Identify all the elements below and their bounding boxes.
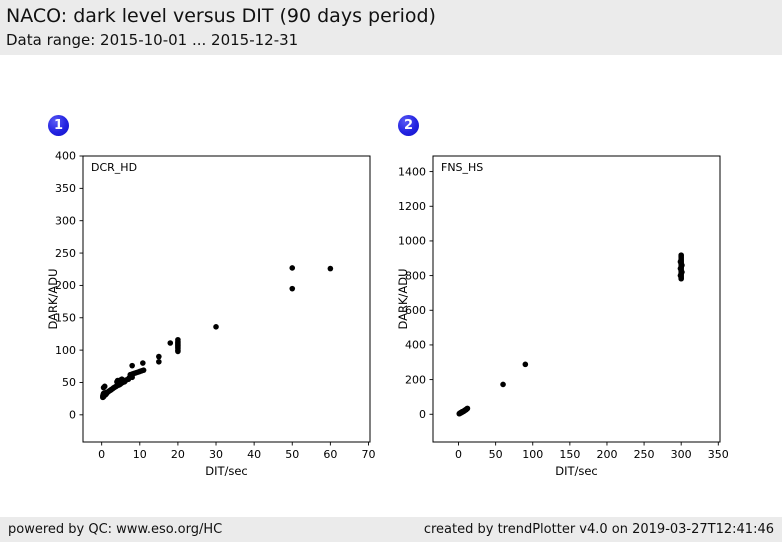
y-axis-label: DARK/ADU xyxy=(396,268,410,329)
y-tick-label: 1400 xyxy=(398,165,426,178)
x-tick-label: 30 xyxy=(209,448,223,461)
y-tick-label: 0 xyxy=(419,408,426,421)
data-point xyxy=(129,362,135,369)
y-tick-label: 1200 xyxy=(398,200,426,213)
data-point xyxy=(679,269,685,275)
plot-panel-dcr-hd: 1 0 10 20 30 40 50 60 70 0 50 100 150 200 250 300 350 40… xyxy=(40,108,382,488)
plot-inset-title: DCR_HD xyxy=(91,161,137,174)
x-tick-label: 200 xyxy=(596,448,617,461)
x-tick-label: 100 xyxy=(522,448,543,461)
x-tick-label: 0 xyxy=(455,448,462,461)
x-tick-label: 250 xyxy=(634,448,655,461)
y-tick-label: 300 xyxy=(55,214,76,227)
data-point xyxy=(140,367,147,373)
y-tick-label: 1000 xyxy=(398,235,426,248)
plot-frame xyxy=(432,155,721,443)
y-tick-label: 150 xyxy=(55,311,76,324)
data-point xyxy=(140,360,146,366)
x-tick-label: 20 xyxy=(171,448,185,461)
plot-frame xyxy=(82,155,371,443)
data-point xyxy=(167,340,174,346)
plot-2-anchor-badge[interactable]: 2 xyxy=(398,115,419,136)
y-tick-label: 200 xyxy=(405,373,426,386)
scatter-plot-dcr-hd: 0 10 20 30 40 50 60 70 0 50 100 150 200 250 300 350 400 D… xyxy=(46,150,375,478)
y-tick-label: 600 xyxy=(405,304,426,317)
x-tick-label: 350 xyxy=(708,448,729,461)
data-point xyxy=(156,353,162,360)
y-tick-label: 350 xyxy=(55,182,76,195)
x-tick-label: 50 xyxy=(285,448,299,461)
data-point xyxy=(678,252,684,258)
data-point xyxy=(327,265,334,272)
x-tick-label: 10 xyxy=(133,448,147,461)
scatter-plot-fns-hs: 0 50 100 150 200 250 300 350 0 200 400 600 800 1000 12… xyxy=(396,155,729,478)
page-title: NACO: dark level versus DIT (90 days per… xyxy=(6,5,436,27)
x-tick-label: 40 xyxy=(247,448,261,461)
footer-credit-qc: powered by QC: www.eso.org/HC xyxy=(8,522,223,537)
plot-panel-fns-hs: 2 0 50 100 150 200 250 300 350 0 200 400 600 800 1000… xyxy=(390,108,732,488)
data-point xyxy=(289,285,296,292)
data-point xyxy=(156,358,162,365)
footer-created-by: created by trendPlotter v4.0 on 2019-03-… xyxy=(423,522,774,537)
data-point xyxy=(175,336,181,343)
y-tick-label: 400 xyxy=(405,339,426,352)
y-axis-label: DARK/ADU xyxy=(46,268,60,329)
data-point xyxy=(500,381,506,388)
data-point xyxy=(289,265,296,271)
plot-1-anchor-badge[interactable]: 1 xyxy=(48,115,69,136)
y-tick-label: 400 xyxy=(55,150,76,163)
y-tick-label: 250 xyxy=(55,247,76,260)
footer-bar: powered by QC: www.eso.org/HC created by… xyxy=(0,517,782,542)
data-point xyxy=(213,324,219,330)
x-tick-label: 60 xyxy=(323,448,337,461)
data-point xyxy=(522,361,529,368)
x-tick-label: 300 xyxy=(671,448,692,461)
x-axis-label: DIT/sec xyxy=(205,464,248,478)
data-point xyxy=(679,262,685,268)
x-tick-label: 0 xyxy=(98,448,105,461)
y-tick-label: 200 xyxy=(55,279,76,292)
x-tick-label: 50 xyxy=(489,448,503,461)
y-tick-label: 100 xyxy=(55,344,76,357)
header-bar: NACO: dark level versus DIT (90 days per… xyxy=(0,0,782,55)
y-tick-label: 0 xyxy=(69,409,76,422)
data-point xyxy=(101,383,108,390)
y-tick-label: 50 xyxy=(62,376,76,389)
x-axis-label: DIT/sec xyxy=(555,464,598,478)
y-tick-label: 800 xyxy=(405,269,426,282)
x-tick-label: 70 xyxy=(361,448,375,461)
data-point xyxy=(464,405,471,412)
plot-inset-title: FNS_HS xyxy=(441,161,483,174)
x-tick-label: 150 xyxy=(559,448,580,461)
date-range-subtitle: Data range: 2015-10-01 ... 2015-12-31 xyxy=(6,31,299,49)
